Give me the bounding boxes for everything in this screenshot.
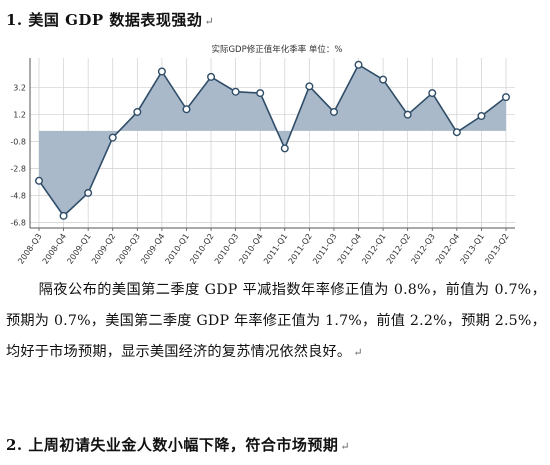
data-point: [108, 133, 117, 142]
chart-area: [39, 64, 506, 216]
data-point: [182, 105, 191, 114]
x-tick-label: 2008-Q3: [16, 232, 43, 266]
data-point: [379, 75, 388, 84]
x-tick-label: 2009-Q4: [139, 232, 166, 266]
data-point: [280, 144, 289, 153]
x-tick-label: 2012-Q1: [360, 232, 387, 266]
data-point: [477, 112, 486, 121]
paragraph-mark-icon: ↵: [353, 346, 363, 359]
x-tick-label: 2010-Q3: [213, 232, 240, 266]
y-tick-label: -6.8: [10, 219, 26, 228]
article-paragraph-text: 隔夜公布的美国第二季度 GDP 平减指数年率修正值为 0.8%，前值为 0.7%…: [6, 282, 546, 360]
paragraph-mark-icon: ↵: [204, 15, 215, 28]
area-fill: [39, 64, 506, 216]
data-point: [59, 211, 68, 220]
section-1-heading-text: 1. 美国 GDP 数据表现强劲: [6, 11, 203, 29]
x-tick-label: 2010-Q2: [188, 232, 215, 266]
data-point: [428, 89, 437, 98]
gdp-chart: 实际GDP修正值年化季率 单位：% 3.2 1.2 -0.8 -2.8 -4.8 -6.8…: [10, 44, 515, 266]
chart-y-ticks: 3.2 1.2 -0.8 -2.8 -4.8 -6.8: [10, 84, 26, 228]
data-point: [84, 188, 93, 197]
chart-line: [38, 63, 507, 218]
chart-x-ticks: 2008-Q32008-Q42009-Q12009-Q22009-Q32009-…: [16, 232, 510, 266]
section-2-heading-text: 2. 上周初请失业金人数小幅下降，符合市场预期: [6, 436, 339, 454]
y-tick-label: -0.8: [10, 138, 26, 147]
section-2-heading: 2. 上周初请失业金人数小幅下降，符合市场预期 ↵: [6, 434, 350, 455]
x-tick-label: 2010-Q1: [164, 232, 191, 266]
article-paragraph: 隔夜公布的美国第二季度 GDP 平减指数年率修正值为 0.8%，前值为 0.7%…: [6, 275, 546, 368]
data-point: [502, 93, 511, 102]
section-1-heading: 1. 美国 GDP 数据表现强劲 ↵: [6, 9, 214, 30]
data-point: [256, 89, 265, 98]
data-point: [35, 176, 44, 185]
series-line: [38, 63, 507, 218]
x-tick-label: 2011-Q1: [262, 232, 289, 266]
chart-points: [35, 60, 511, 220]
data-point: [133, 107, 142, 116]
data-point: [305, 82, 314, 91]
data-point: [207, 72, 216, 81]
x-tick-label: 2013-Q2: [483, 232, 510, 266]
y-tick-label: 3.2: [13, 84, 26, 93]
x-tick-label: 2012-Q3: [409, 232, 436, 266]
data-point: [354, 60, 363, 69]
x-tick-label: 2011-Q2: [287, 232, 314, 266]
chart-axes: [29, 58, 515, 231]
data-point: [231, 87, 240, 96]
x-tick-label: 2012-Q2: [385, 232, 412, 266]
x-tick-label: 2009-Q3: [115, 232, 142, 266]
data-point: [157, 67, 166, 76]
data-point: [452, 128, 461, 137]
y-tick-label: -2.8: [10, 165, 26, 174]
x-tick-label: 2008-Q4: [41, 232, 68, 266]
chart-title: 实际GDP修正值年化季率 单位：%: [211, 44, 342, 55]
y-tick-label: 1.2: [13, 111, 26, 120]
x-tick-label: 2012-Q4: [434, 232, 461, 266]
x-tick-label: 2011-Q4: [336, 232, 363, 266]
data-point: [403, 110, 412, 119]
data-point: [329, 107, 338, 116]
x-tick-label: 2013-Q1: [459, 232, 486, 266]
paragraph-mark-icon: ↵: [340, 440, 351, 453]
y-tick-label: -4.8: [10, 192, 26, 201]
x-tick-label: 2009-Q2: [90, 232, 117, 266]
x-tick-label: 2011-Q3: [311, 232, 338, 266]
x-tick-label: 2009-Q1: [65, 232, 92, 266]
x-tick-label: 2010-Q4: [237, 232, 264, 266]
